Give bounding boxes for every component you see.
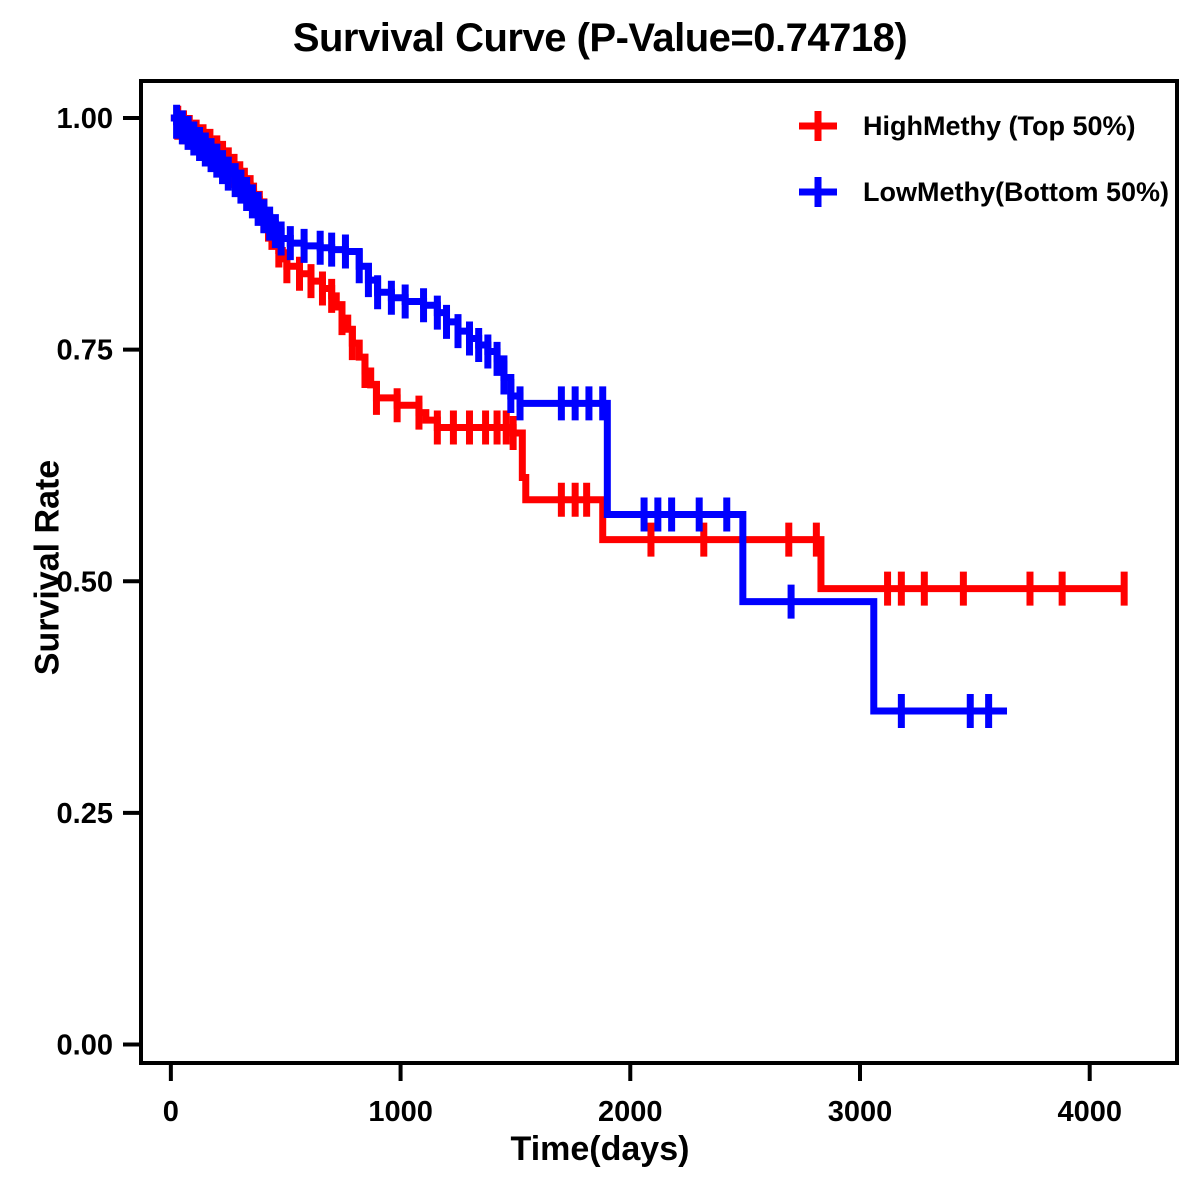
x-tick-label: 1000 [368,1096,433,1128]
legend-label-highmethy: HighMethy (Top 50%) [863,110,1136,141]
x-tick-label: 0 [163,1096,179,1128]
x-tick-label: 4000 [1057,1096,1122,1128]
legend-item-lowmethy[interactable]: LowMethy(Bottom 50%) [795,174,1169,210]
plus-marker-icon [799,111,837,141]
legend-label-lowmethy: LowMethy(Bottom 50%) [863,176,1169,207]
y-tick-label: 0.25 [57,798,113,830]
y-axis-ticks: 0.00 0.25 0.50 0.75 1.00 [57,103,141,1061]
y-tick-label: 0.00 [57,1029,113,1061]
x-tick-label: 2000 [598,1096,663,1128]
x-axis-label: Time(days) [510,1130,690,1168]
y-tick-label: 1.00 [57,103,113,135]
series-curves [170,104,1128,728]
plus-marker-icon [799,177,837,207]
y-tick-label: 0.75 [57,335,113,367]
x-tick-label: 3000 [828,1096,893,1128]
y-axis-label: Survival Rate [28,459,67,676]
y-tick-label: 0.50 [57,566,113,598]
panel-frame [139,79,1179,1065]
page-title: Survival Curve (P-Value=0.74718) [292,16,908,60]
x-axis-ticks: 0 1000 2000 3000 4000 [163,1063,1122,1128]
legend-item-highmethy[interactable]: HighMethy (Top 50%) [795,108,1169,144]
legend: HighMethy (Top 50%) LowMethy(Bottom 50%) [795,108,1169,210]
